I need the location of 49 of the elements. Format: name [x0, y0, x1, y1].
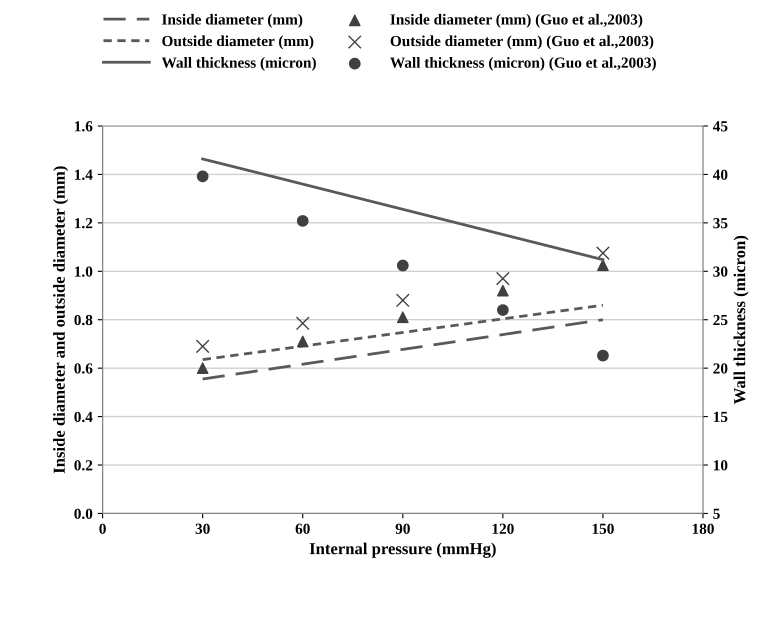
point	[296, 316, 310, 330]
point	[396, 260, 409, 272]
y-tick-label: 0.4	[74, 412, 93, 422]
legend-label: Wall thickness (micron) (Guo et al.,2003)	[390, 57, 656, 71]
y-tick-label: 1.2	[75, 218, 92, 228]
y-tick-label: 1.6	[75, 121, 92, 132]
x-axis-title: Internal pressure (mmHg)	[310, 542, 496, 558]
point	[396, 293, 410, 308]
x-tick-label: 0	[99, 524, 106, 534]
x-tick-label: 180	[692, 524, 714, 534]
legend-label: Inside diameter (mm) (Guo et al.,2003)	[390, 14, 642, 28]
x-tick-label: 60	[296, 524, 310, 534]
x-tick-label: 120	[492, 524, 514, 534]
y-tick-label: 0.6	[74, 363, 92, 374]
x-tick-label: 30	[196, 524, 210, 534]
point	[496, 272, 510, 286]
y2-tick-label: 5	[713, 508, 720, 519]
point	[196, 362, 209, 374]
point	[597, 259, 609, 272]
point	[296, 336, 309, 348]
point	[596, 246, 610, 260]
legend-label: Inside diameter (mm)	[162, 14, 302, 28]
y2-tick-label: 20	[713, 363, 728, 374]
y-tick-label: 0.2	[74, 460, 92, 471]
y-tick-label: 0.8	[74, 314, 92, 326]
point	[196, 170, 209, 182]
y-tick-label: 0.0	[74, 508, 92, 519]
y2-tick-label: 40	[712, 170, 728, 180]
point	[497, 304, 509, 316]
legend-label: Outside diameter (mm) (Guo et al.,2003)	[390, 35, 654, 50]
legend-label: Outside diameter (mm)	[162, 35, 314, 50]
x-tick-label: 150	[592, 524, 614, 534]
y2-tick-label: 45	[712, 121, 728, 132]
legend-label: Wall thickness (micron)	[162, 57, 316, 71]
y2-tick-label: 10	[714, 460, 728, 470]
y2-tick-label: 15	[714, 412, 728, 422]
y-tick-label: 1.4	[75, 170, 93, 180]
y-axis-title: Inside diameter and outside diameter (mm)	[53, 166, 68, 474]
point	[396, 311, 409, 324]
x-tick-label: 90	[396, 524, 410, 534]
point	[497, 284, 509, 297]
point	[597, 350, 609, 362]
y-tick-label: 1.0	[75, 266, 92, 277]
y2-tick-label: 35	[713, 218, 728, 228]
y2-tick-label: 30	[713, 266, 728, 277]
y2-axis-title: Wall thickness (micron)	[734, 236, 749, 404]
point	[196, 339, 210, 354]
y2-tick-label: 25	[713, 314, 728, 326]
point	[296, 215, 309, 227]
